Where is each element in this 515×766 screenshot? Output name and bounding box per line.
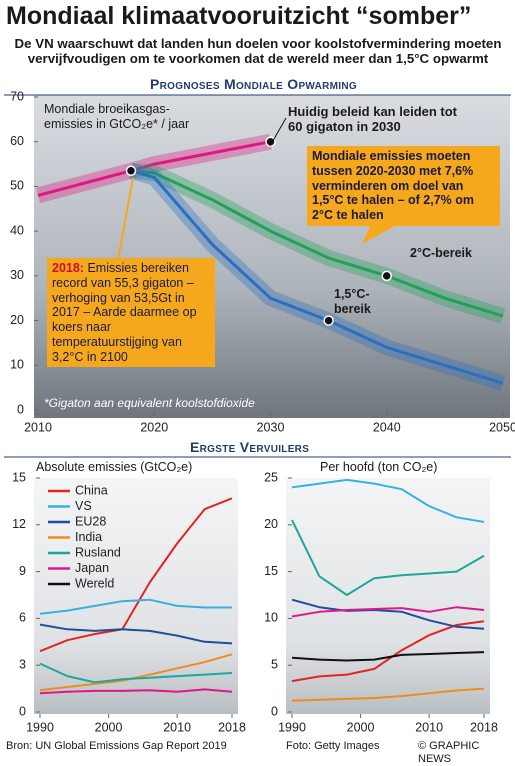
series-line bbox=[291, 519, 485, 596]
point-marker bbox=[125, 165, 137, 177]
y-tick-label: 12 bbox=[12, 517, 26, 531]
callout-year: 2018: bbox=[52, 261, 84, 275]
x-tick-label: 2050 bbox=[489, 420, 515, 434]
photo-credit: Foto: Getty Images bbox=[286, 740, 380, 752]
y-tick-label: 3 bbox=[19, 657, 26, 671]
legend-label: Rusland bbox=[75, 545, 121, 559]
series-line bbox=[39, 688, 233, 695]
photo-background bbox=[286, 478, 490, 714]
title: Mondiaal klimaatvooruitzicht “somber” bbox=[6, 2, 472, 30]
chart-title: Absolute emissies (GtCO₂e) bbox=[36, 460, 193, 474]
x-tick-label: 2000 bbox=[347, 720, 375, 734]
annotation: Huidig beleid kan leiden tot 60 gigaton … bbox=[288, 104, 458, 135]
per-capita-chart: 0 5 10 15 20 25 1990 2000 2010 2018 bbox=[264, 470, 498, 734]
axis-label: Mondiale broeikasgas-emissies in GtCO₂e*… bbox=[44, 102, 190, 131]
x-tick-label: 2018 bbox=[218, 720, 246, 734]
x-tick-label: 2010 bbox=[24, 420, 52, 434]
callout-pointer bbox=[362, 226, 395, 244]
y-tick-label: 25 bbox=[264, 470, 278, 484]
y-tick-label: 10 bbox=[10, 358, 24, 372]
series-line bbox=[291, 687, 485, 702]
series-line bbox=[39, 623, 233, 645]
y-tick-label: 60 bbox=[10, 134, 24, 148]
y-tick-label: 6 bbox=[19, 611, 26, 625]
x-tick-label: 2010 bbox=[163, 720, 191, 734]
y-tick-label: 30 bbox=[10, 268, 24, 282]
chart-title: Per hoofd (ton CO₂e) bbox=[320, 460, 438, 474]
y-tick-label: 0 bbox=[271, 704, 278, 718]
y-tick-label: 20 bbox=[264, 517, 278, 531]
x-tick-label: 1990 bbox=[26, 720, 54, 734]
x-tick-label: 2030 bbox=[257, 420, 285, 434]
x-tick-label: 2040 bbox=[373, 420, 401, 434]
y-tick-label: 9 bbox=[19, 564, 26, 578]
series-line bbox=[130, 169, 504, 318]
series-line bbox=[291, 606, 485, 618]
point-marker bbox=[323, 315, 334, 326]
y-tick-label: 50 bbox=[10, 179, 24, 193]
credit: © GRAPHIC NEWS bbox=[418, 740, 480, 765]
series-label: 2°C-bereik bbox=[410, 246, 472, 260]
point-marker bbox=[265, 136, 276, 147]
legend-label: China bbox=[75, 483, 108, 497]
section-title: Ergste Vervuilers bbox=[190, 439, 310, 455]
point-marker bbox=[381, 270, 392, 282]
series-line bbox=[39, 662, 233, 684]
x-tick-label: 2000 bbox=[95, 720, 123, 734]
callout: 2018: Emissies bereiken record van 55,3 … bbox=[47, 258, 215, 368]
x-tick-label: 2020 bbox=[140, 420, 168, 434]
legend-label: Wereld bbox=[75, 576, 114, 590]
footnote: *Gigaton aan equivalent koolstofdioxide bbox=[44, 396, 255, 410]
source: Bron: UN Global Emissions Gap Report 201… bbox=[6, 740, 227, 752]
y-tick-label: 15 bbox=[264, 564, 278, 578]
connector bbox=[269, 117, 287, 147]
series-line bbox=[291, 478, 485, 523]
series-line bbox=[37, 140, 271, 197]
section-title: Prognoses Mondiale Opwarming bbox=[150, 76, 357, 92]
legend-label: India bbox=[75, 530, 102, 544]
series-line bbox=[291, 598, 485, 630]
x-tick-label: 2010 bbox=[415, 720, 443, 734]
y-tick-label: 15 bbox=[12, 470, 26, 484]
callout-text: Emissies bereiken record van 55,3 gigato… bbox=[52, 261, 197, 364]
series-line bbox=[130, 169, 504, 385]
legend-label: Japan bbox=[75, 561, 109, 575]
x-tick-label: 2018 bbox=[470, 720, 498, 734]
legend-label: VS bbox=[75, 499, 92, 513]
x-tick-label: 1990 bbox=[278, 720, 306, 734]
y-tick-label: 5 bbox=[271, 657, 278, 671]
subtitle: De VN waarschuwt dat landen hun doelen v… bbox=[14, 36, 502, 67]
y-tick-label: 20 bbox=[10, 313, 24, 327]
y-tick-label: 0 bbox=[17, 402, 24, 416]
callout: Mondiale emissies moeten tussen 2020-203… bbox=[307, 146, 500, 226]
series-label: 1,5°C-bereik bbox=[334, 287, 371, 316]
series-line bbox=[39, 497, 233, 653]
y-tick-label: 0 bbox=[19, 704, 26, 718]
y-tick-label: 40 bbox=[10, 223, 24, 237]
y-tick-label: 70 bbox=[10, 89, 24, 103]
y-tick-label: 10 bbox=[264, 611, 278, 625]
legend-label: EU28 bbox=[75, 514, 106, 528]
connector bbox=[117, 177, 134, 261]
series-line bbox=[291, 651, 485, 662]
series-line bbox=[39, 598, 232, 615]
